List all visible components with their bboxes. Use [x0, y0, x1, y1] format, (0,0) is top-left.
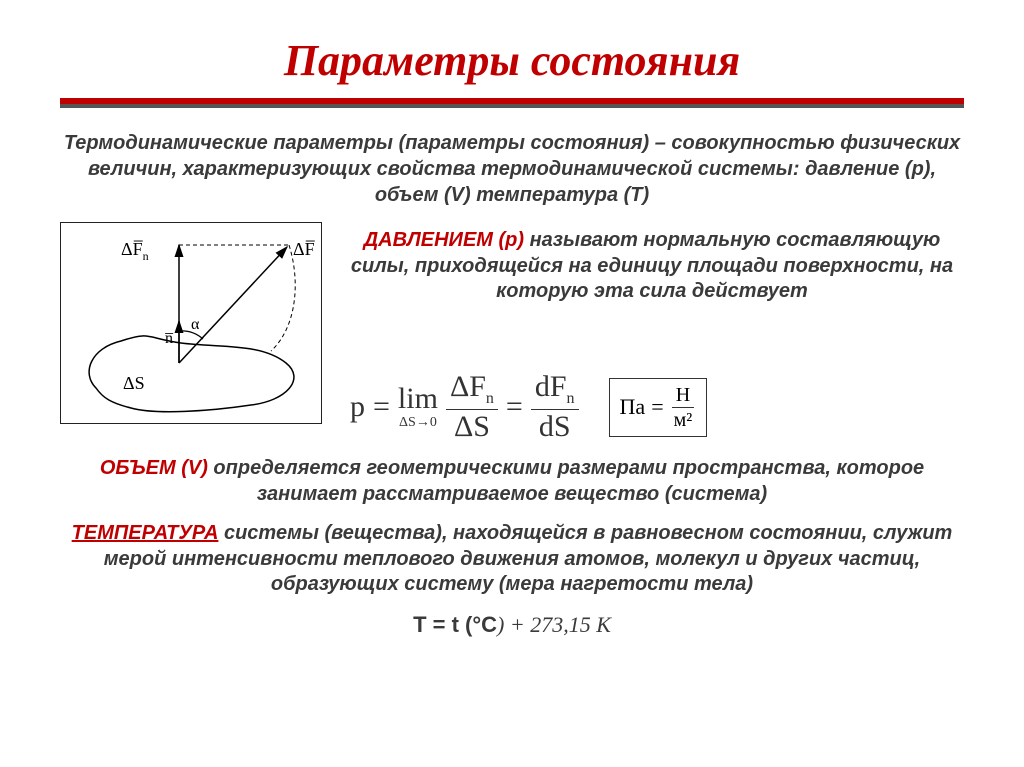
formula-p: p [350, 390, 365, 424]
pressure-paragraph: ДАВЛЕНИЕМ (p) называют нормальную состав… [340, 222, 964, 305]
pressure-label: ДАВЛЕНИЕМ (p) [364, 229, 524, 251]
label-n: n̅ [164, 330, 174, 347]
unit-N: Н [672, 385, 694, 408]
unit-eq: = [651, 394, 663, 420]
temp-rhs: ) + 273,15 K [497, 612, 611, 637]
formula-lim: lim ΔS→0 [398, 384, 438, 430]
temp-lhs: T = t (°C [413, 612, 497, 637]
frac2-num: dFn [531, 372, 579, 410]
volume-text: определяется геометрическими размерами п… [208, 457, 924, 505]
unit-frac: Н м² [670, 385, 697, 430]
frac-2: dFn dS [531, 372, 579, 442]
intro-paragraph: Термодинамические параметры (параметры с… [60, 130, 964, 208]
frac2-den: dS [535, 410, 575, 442]
volume-paragraph: ОБЪЕМ (V) определяется геометрическими р… [60, 456, 964, 507]
label-alpha: α [191, 316, 200, 333]
volume-label: ОБЪЕМ (V) [100, 457, 208, 479]
temperature-paragraph: ТЕМПЕРАТУРА системы (вещества), находяще… [60, 521, 964, 598]
slide: Параметры состояния Термодинамические па… [0, 0, 1024, 767]
temperature-formula: T = t (°C) + 273,15 K [60, 612, 964, 638]
title-rule [60, 98, 964, 112]
temperature-label: ТЕМПЕРАТУРА [72, 522, 219, 544]
lim-sub: ΔS→0 [399, 416, 437, 430]
pressure-diagram: n̅ ΔF̅n ΔF̅ α ΔS [60, 222, 322, 424]
pressure-formula: p = lim ΔS→0 ΔFn ΔS = dFn dS [350, 372, 579, 442]
vector-F [179, 247, 287, 363]
surface-blob [89, 336, 294, 412]
temperature-text: системы (вещества), находящейся в равнов… [104, 522, 953, 595]
formula-eq1: = [373, 390, 390, 424]
formula-eq2: = [506, 390, 523, 424]
intro-term: Термодинамические параметры (параметры с… [64, 132, 649, 154]
rule-gray [60, 104, 964, 108]
lim-text: lim [398, 384, 438, 414]
unit-pa: Па [620, 394, 646, 420]
label-dS: ΔS [123, 373, 145, 393]
frac1-den: ΔS [450, 410, 494, 442]
formula-row: p = lim ΔS→0 ΔFn ΔS = dFn dS Па = Н м² [350, 372, 964, 442]
unit-m2: м² [670, 408, 697, 430]
frac1-num: ΔFn [446, 372, 498, 410]
unit-box: Па = Н м² [609, 378, 708, 437]
label-Fn: ΔF̅n [121, 239, 149, 263]
page-title: Параметры состояния [60, 35, 964, 86]
label-F: ΔF̅ [293, 239, 315, 259]
diagram-svg: n̅ ΔF̅n ΔF̅ α ΔS [61, 223, 321, 423]
frac-1: ΔFn ΔS [446, 372, 498, 442]
